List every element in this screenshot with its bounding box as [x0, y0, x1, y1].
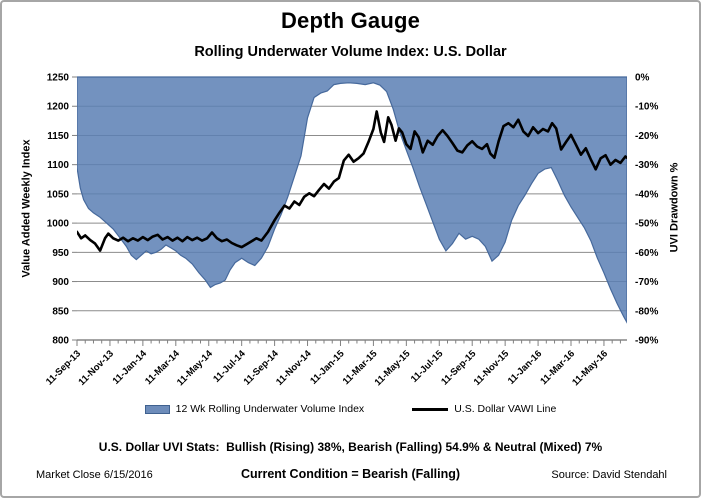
right-axis-tick-label: -70% [635, 277, 658, 288]
left-axis-tick-label: 800 [52, 336, 69, 347]
left-axis-tick-label: 900 [52, 277, 69, 288]
chart-subtitle: Rolling Underwater Volume Index: U.S. Do… [194, 44, 507, 60]
left-axis-tick-label: 950 [52, 248, 69, 259]
source-text: Source: David Stendahl [551, 469, 667, 481]
right-axis-tick-label: -30% [635, 160, 658, 171]
left-axis-tick-label: 1100 [47, 160, 69, 171]
left-axis-tick-label: 1250 [47, 73, 70, 84]
x-axis-tick-label: 11-Nov-14 [274, 348, 314, 388]
left-axis-tick-label: 850 [52, 306, 69, 317]
right-axis-tick-label: -10% [635, 102, 658, 113]
current-condition-text: Current Condition = Bearish (Falling) [240, 467, 461, 481]
left-axis-tick-label: 1150 [47, 131, 69, 142]
area-swatch-icon [144, 404, 170, 414]
right-axis-tick-label: -40% [635, 189, 658, 200]
legend-item-area: 12 Wk Rolling Underwater Volume Index [144, 403, 365, 415]
chart-legend: 12 Wk Rolling Underwater Volume Index U.… [2, 403, 699, 415]
x-axis-tick-label: 11-May-16 [570, 348, 610, 388]
uvi-stats-text: U.S. Dollar UVI Stats: Bullish (Rising) … [98, 440, 603, 454]
right-axis-tick-label: 0% [635, 73, 650, 84]
legend-line-label: U.S. Dollar VAWI Line [454, 403, 557, 415]
chart-canvas: 1250 1200 1150 1100 1050 1000 950 900 850 800 0% -1… [44, 73, 658, 389]
left-axis-tick-label: 1000 [47, 219, 70, 230]
legend-item-line: U.S. Dollar VAWI Line [412, 403, 556, 415]
x-axis-tick-label: 11-Jan-16 [506, 348, 544, 386]
left-axis-tick-label: 1200 [47, 102, 70, 113]
right-axis-tick-label: -80% [635, 306, 658, 317]
vawi-line-series [77, 110, 627, 252]
x-axis-tick-label: 11-Nov-13 [77, 348, 117, 388]
right-axis-tick-label: -60% [635, 248, 658, 259]
left-axis-tick-label: 1050 [47, 189, 70, 200]
legend-area-label: 12 Wk Rolling Underwater Volume Index [175, 403, 365, 415]
right-axis-tick-label: -20% [635, 131, 658, 142]
market-close-text: Market Close 6/15/2016 [36, 469, 153, 481]
x-axis-tick-label: 11-May-14 [175, 348, 215, 388]
uvi-area-series [77, 76, 627, 324]
right-axis-tick-label: -50% [635, 219, 658, 230]
page-title: Depth Gauge [280, 8, 421, 33]
x-axis-tick-label: 11-Nov-15 [472, 348, 512, 388]
right-axis-tick-label: -90% [635, 336, 658, 347]
x-axis-tick-label: 11-May-15 [373, 348, 413, 388]
line-swatch-icon [412, 407, 449, 411]
